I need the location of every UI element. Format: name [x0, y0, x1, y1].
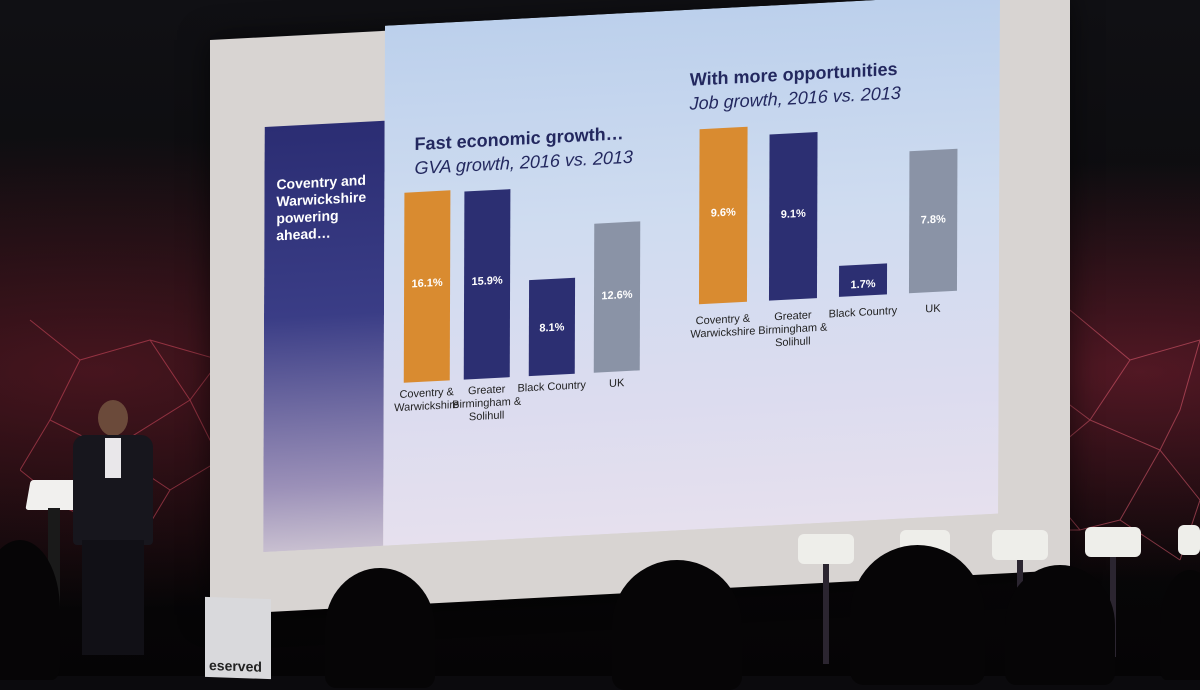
bar-data-label: 12.6%	[601, 288, 633, 303]
bar-coventry-warwickshire: 9.6%	[698, 126, 748, 305]
bar-data-label: 9.6%	[710, 206, 736, 220]
bar-data-label: 15.9%	[471, 274, 503, 289]
bar-black-country: 1.7%	[838, 263, 888, 297]
bar-uk: 12.6%	[593, 221, 641, 373]
chair-seat	[1178, 525, 1200, 555]
bar-data-label: 1.7%	[850, 277, 876, 292]
category-label: Black Country	[517, 379, 586, 395]
bar-coventry-warwickshire: 16.1%	[403, 190, 451, 383]
chair-seat	[1085, 527, 1141, 557]
presentation-slide: Coventry and Warwickshire powering ahead…	[263, 0, 1000, 553]
category-label: Greater Birmingham & Solihull	[452, 383, 522, 424]
bar-data-label: 9.1%	[780, 207, 806, 221]
jobs-chart-bars: 9.6% 9.1% 1.7% 7.8% Coventry & Warwickshire G…	[684, 113, 1000, 380]
chair-seat	[992, 530, 1048, 560]
chair-stem	[823, 564, 829, 664]
speaker-head	[98, 400, 128, 436]
jobs-chart-panel: With more opportunities Job growth, 2016…	[683, 0, 1000, 530]
bar-greater-birmingham-solihull: 9.1%	[768, 132, 818, 301]
bar-data-label: 7.8%	[920, 213, 946, 227]
category-label: Coventry & Warwickshire	[690, 312, 756, 341]
slide-sidebar: Coventry and Warwickshire powering ahead…	[263, 120, 385, 553]
gva-chart-panel: Fast economic growth… GVA growth, 2016 v…	[383, 10, 685, 546]
bar-greater-birmingham-solihull: 15.9%	[463, 189, 511, 380]
category-label: UK	[609, 377, 625, 390]
chair-stem	[1110, 557, 1116, 657]
reserved-sign: eserved	[205, 596, 271, 680]
audience-head	[850, 545, 985, 685]
audience-head	[612, 560, 742, 690]
speaker-legs	[82, 540, 144, 655]
bar-data-label: 16.1%	[411, 276, 443, 291]
category-label: UK	[925, 302, 941, 316]
bar-data-label: 8.1%	[539, 321, 565, 335]
bar-black-country: 8.1%	[528, 277, 576, 377]
bar-uk: 7.8%	[908, 148, 958, 294]
audience-head	[325, 568, 435, 688]
audience-head	[0, 540, 60, 680]
sidebar-title: Coventry and Warwickshire powering ahead…	[276, 171, 367, 244]
slide-content: Fast economic growth… GVA growth, 2016 v…	[383, 0, 1000, 546]
reserved-sign-text: eserved	[209, 656, 262, 675]
category-label: Greater Birmingham & Solihull	[758, 309, 828, 350]
speaker-shirt	[105, 438, 121, 478]
gva-chart-bars: 16.1% 15.9% 8.1% 12.6% Coventry & Warwickshi…	[384, 178, 685, 423]
category-label: Black Country	[828, 304, 898, 321]
audience-head	[1005, 565, 1115, 685]
speaker-figure	[68, 400, 158, 660]
chart-plot-area: 16.1% 15.9% 8.1% 12.6%	[384, 178, 685, 384]
chart-plot-area: 9.6% 9.1% 1.7% 7.8%	[684, 113, 1000, 305]
chair-seat	[798, 534, 854, 564]
audience-head	[1160, 570, 1200, 680]
